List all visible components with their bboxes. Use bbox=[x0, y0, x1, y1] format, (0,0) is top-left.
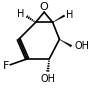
Polygon shape bbox=[53, 15, 65, 22]
Text: H: H bbox=[17, 9, 24, 19]
Text: O: O bbox=[40, 2, 49, 12]
Text: H: H bbox=[66, 10, 73, 20]
Text: F: F bbox=[3, 61, 9, 71]
Text: OH: OH bbox=[75, 41, 90, 51]
Polygon shape bbox=[59, 39, 72, 47]
Text: OH: OH bbox=[40, 74, 55, 84]
